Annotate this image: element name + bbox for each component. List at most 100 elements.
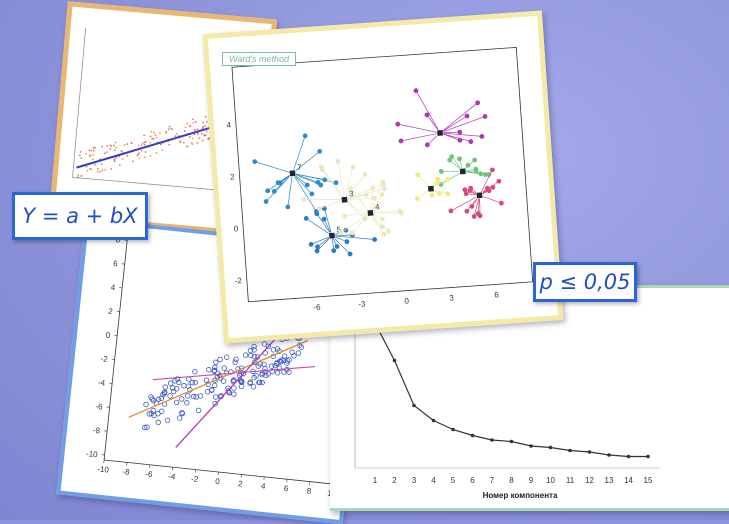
scatter-point: [91, 168, 93, 170]
scree-x-axis-label: Номер компонента: [483, 491, 558, 500]
cluster-point: [380, 216, 385, 221]
scatter-circle: [213, 394, 218, 399]
cluster-point: [334, 244, 339, 249]
cluster-point: [457, 156, 462, 161]
scatter-circle: [184, 400, 189, 405]
scatter-circle: [177, 416, 182, 421]
cluster-point: [321, 217, 326, 222]
scatter-point: [97, 168, 99, 170]
scatter-point: [92, 154, 94, 156]
scree-x-tick-label: 6: [470, 476, 475, 485]
scatter-circle: [185, 393, 190, 398]
cluster-point: [252, 159, 257, 164]
scree-point: [549, 446, 553, 450]
cluster-y-tick: 0: [233, 224, 239, 233]
scree-x-tick-label: 9: [529, 476, 534, 485]
scatter-point: [206, 130, 208, 132]
scatter-point: [115, 141, 117, 143]
cluster-point: [468, 139, 473, 144]
cluster-point: [335, 159, 340, 164]
scatter-point: [96, 171, 98, 173]
cluster-point: [342, 213, 347, 218]
cluster-point: [381, 232, 386, 237]
y-tick-label: -6: [95, 402, 104, 412]
scatter-circle: [233, 360, 238, 365]
scatter-point: [94, 164, 96, 166]
scatter-circle: [196, 408, 201, 413]
scatter-circle: [212, 383, 217, 388]
cluster-point: [301, 197, 306, 202]
scree-point: [432, 419, 436, 423]
x-tick-label: 4: [261, 482, 267, 491]
scatter-point: [155, 152, 157, 154]
scatter-point: [141, 150, 143, 152]
scree-x-tick-label: 2: [392, 476, 397, 485]
scatter-point: [193, 122, 195, 124]
cluster-point: [322, 177, 327, 182]
ward-method-label: Ward's method: [222, 52, 296, 66]
scatter-point: [85, 153, 87, 155]
cluster-point: [496, 179, 501, 184]
scatter-point: [138, 158, 140, 160]
scree-point: [607, 453, 611, 457]
scree-point: [490, 438, 494, 442]
scatter-point: [116, 147, 118, 149]
scatter-point: [110, 168, 112, 170]
scatter-circle: [163, 385, 168, 390]
scatter-circle: [159, 409, 164, 414]
y-tick-label: -8: [93, 426, 102, 436]
y-tick-label: 4: [110, 283, 116, 292]
cluster-point: [482, 114, 487, 119]
scree-x-tick-label: 8: [509, 476, 514, 485]
x-tick-label: -6: [145, 469, 154, 479]
scatter-point: [159, 132, 161, 134]
scatter-point: [126, 155, 128, 157]
scatter-circle: [165, 418, 170, 423]
centroid-label: 7: [297, 163, 303, 172]
cluster-point: [499, 201, 504, 206]
scatter-point: [143, 134, 145, 136]
cluster-point: [398, 138, 403, 143]
cluster-y-tick: 2: [230, 172, 236, 181]
scree-x-tick-label: 3: [412, 476, 417, 485]
scatter-point: [110, 148, 112, 150]
cluster-point: [472, 214, 477, 219]
scatter-point: [150, 131, 152, 133]
scatter-circle: [222, 366, 227, 371]
scatter-circle: [144, 402, 149, 407]
scatter-point: [192, 137, 194, 139]
cluster-x-tick: -6: [313, 303, 321, 313]
cluster-point: [415, 196, 420, 201]
cluster-point: [457, 130, 462, 135]
cluster-point: [445, 191, 450, 196]
scatter-circle: [168, 393, 173, 398]
scatter-circle: [218, 357, 223, 362]
scree-x-tick-label: 15: [644, 476, 653, 485]
scatter-point: [206, 121, 208, 123]
cluster-point: [309, 242, 314, 247]
y-tick-label: -10: [86, 449, 99, 459]
scatter-point: [138, 144, 140, 146]
scree-x-tick-label: 11: [566, 476, 575, 485]
cluster-point: [370, 185, 375, 190]
cluster-point: [350, 165, 355, 170]
scree-point: [393, 359, 397, 363]
cluster-centroid: [460, 168, 466, 174]
scatter-point: [101, 146, 103, 148]
cluster-point: [439, 169, 444, 174]
x-tick-label: 0: [215, 477, 221, 486]
regression-formula-label: Y = a + bX: [12, 192, 148, 240]
scatter-point: [184, 126, 186, 128]
scatter-point: [155, 137, 157, 139]
scatter-point: [144, 156, 146, 158]
scree-point: [588, 450, 592, 454]
scatter-point: [119, 164, 121, 166]
scatter-point: [142, 142, 144, 144]
cluster-point: [479, 134, 484, 139]
scatter-point: [122, 158, 124, 160]
scatter-point: [176, 133, 178, 135]
scree-line: [375, 323, 648, 457]
scatter-point: [198, 137, 200, 139]
scatter-point: [113, 145, 115, 147]
cluster-centroid: [329, 233, 335, 239]
